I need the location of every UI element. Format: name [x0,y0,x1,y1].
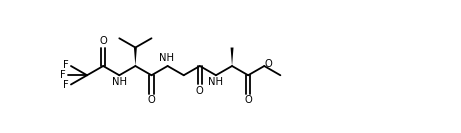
Text: O: O [99,36,107,46]
Text: F: F [60,70,66,80]
Text: F: F [64,60,69,70]
Text: NH: NH [112,77,127,87]
Text: O: O [148,95,155,105]
Text: NH: NH [160,53,174,63]
Text: NH: NH [208,77,224,87]
Polygon shape [230,47,234,66]
Text: F: F [64,80,69,90]
Text: O: O [264,59,272,69]
Text: O: O [244,95,252,105]
Polygon shape [134,47,137,66]
Text: O: O [196,86,204,96]
